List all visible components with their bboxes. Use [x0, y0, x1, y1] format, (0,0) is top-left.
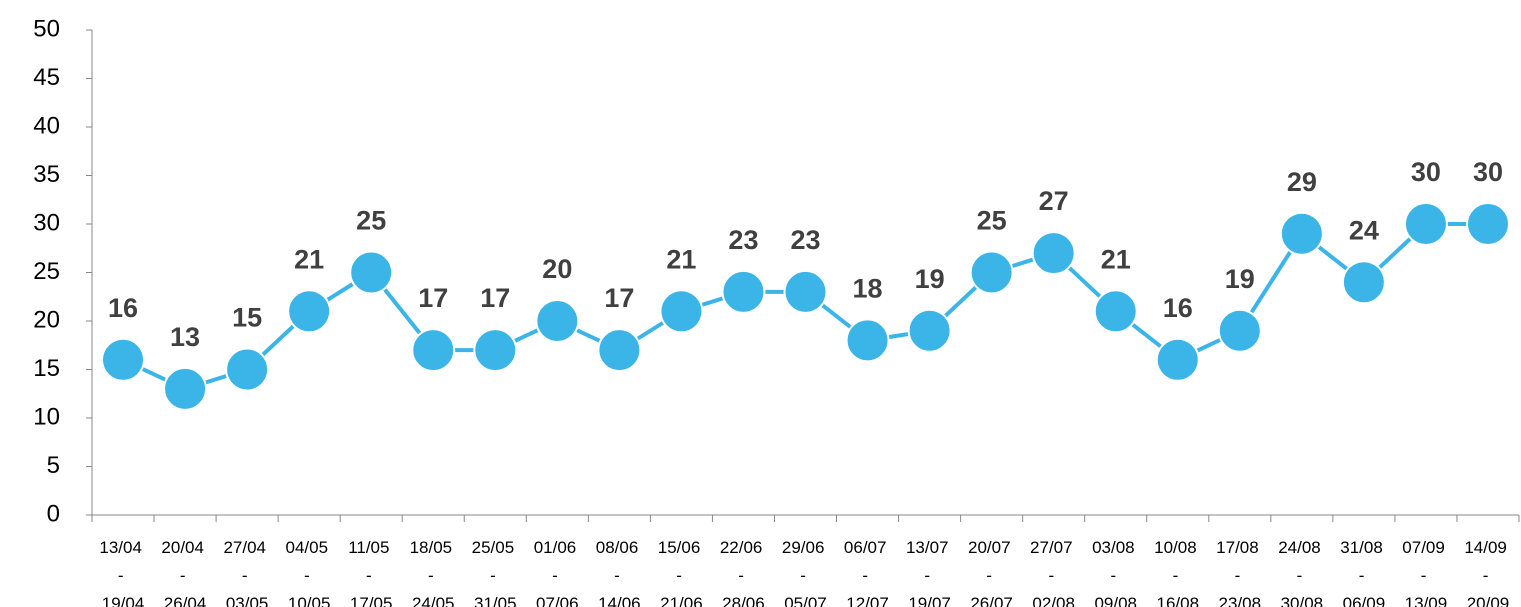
y-tick-label: 45: [33, 64, 60, 91]
data-label: 24: [1349, 215, 1379, 245]
data-label: 30: [1473, 157, 1503, 187]
x-tick-label: 27/04 - 03/05: [223, 538, 270, 607]
data-label: 17: [480, 283, 510, 313]
x-tick-label: 08/06 - 14/06: [596, 538, 643, 607]
marker: [1279, 211, 1324, 256]
marker: [163, 366, 208, 411]
x-tick-label: 20/07 - 26/07: [968, 538, 1015, 607]
marker: [1465, 202, 1510, 246]
marker: [721, 269, 766, 314]
data-label: 21: [1101, 244, 1131, 274]
x-tick-label: 31/08 - 06/09: [1340, 538, 1387, 607]
data-label: 16: [1163, 293, 1193, 323]
data-label: 21: [666, 244, 696, 274]
y-tick-label: 30: [33, 209, 60, 236]
marker: [845, 318, 890, 363]
y-tick-label: 10: [33, 403, 60, 430]
x-tick-label: 14/09 - 20/09: [1464, 538, 1511, 607]
x-tick-label: 10/08 - 16/08: [1154, 538, 1201, 607]
marker: [969, 250, 1014, 295]
marker: [1341, 260, 1386, 305]
data-label: 16: [108, 293, 138, 323]
data-label: 13: [170, 322, 200, 352]
data-label: 20: [542, 254, 572, 284]
x-tick-label: 27/07 - 02/08: [1030, 538, 1077, 607]
data-label: 25: [356, 206, 386, 236]
x-tick-label: 18/05 - 24/05: [410, 538, 457, 607]
data-label: 30: [1411, 157, 1441, 187]
marker: [597, 328, 642, 373]
x-tick-label: 17/08 - 23/08: [1216, 538, 1263, 607]
marker: [783, 269, 828, 314]
data-label: 23: [790, 225, 820, 255]
x-tick-label: 13/07 - 19/07: [906, 538, 953, 607]
marker: [1031, 231, 1076, 276]
x-tick-label: 20/04 - 26/04: [161, 538, 208, 607]
x-tick-label: 11/05 - 17/05: [348, 538, 394, 607]
marker: [535, 299, 580, 343]
x-tick-label: 15/06 - 21/06: [658, 538, 705, 607]
data-label: 17: [418, 283, 448, 313]
x-tick-label: 06/07 - 12/07: [844, 538, 891, 607]
marker: [411, 328, 456, 373]
x-tick-label: 25/05 - 31/05: [472, 538, 519, 607]
marker: [1403, 202, 1448, 246]
y-tick-label: 5: [47, 452, 60, 479]
x-tick-label: 07/09 - 13/09: [1402, 538, 1449, 607]
data-label: 18: [853, 274, 883, 304]
y-tick-label: 20: [33, 306, 60, 333]
y-tick-label: 50: [33, 15, 60, 42]
x-tick-label: 13/04 - 19/04: [99, 538, 146, 607]
marker: [473, 328, 518, 373]
marker: [287, 289, 332, 334]
marker: [1217, 308, 1262, 353]
x-tick-label: 29/06 - 05/07: [782, 538, 829, 607]
x-tick-label: 22/06 - 28/06: [720, 538, 767, 607]
x-tick-label: 04/05 - 10/05: [286, 538, 333, 607]
data-label: 19: [915, 264, 945, 294]
data-label: 17: [604, 283, 634, 313]
data-label: 23: [728, 225, 758, 255]
marker: [225, 347, 270, 392]
x-tick-label: 03/08 - 09/08: [1092, 538, 1139, 607]
marker: [659, 289, 704, 334]
marker: [1155, 337, 1200, 382]
marker: [349, 250, 394, 295]
data-label: 25: [977, 206, 1007, 236]
y-tick-label: 0: [47, 500, 60, 527]
data-label: 21: [294, 244, 324, 274]
x-tick-label: 24/08 - 30/08: [1278, 538, 1325, 607]
y-tick-label: 15: [33, 355, 60, 382]
data-label: 19: [1225, 264, 1255, 294]
y-tick-label: 25: [33, 258, 60, 285]
marker: [1093, 289, 1138, 334]
y-tick-label: 35: [33, 161, 60, 188]
data-label: 27: [1039, 186, 1069, 216]
marker: [907, 308, 952, 353]
data-label: 15: [232, 303, 262, 333]
y-tick-label: 40: [33, 112, 60, 139]
data-label: 29: [1287, 167, 1317, 197]
x-tick-label: 01/06 - 07/06: [534, 538, 581, 607]
marker: [101, 337, 146, 382]
